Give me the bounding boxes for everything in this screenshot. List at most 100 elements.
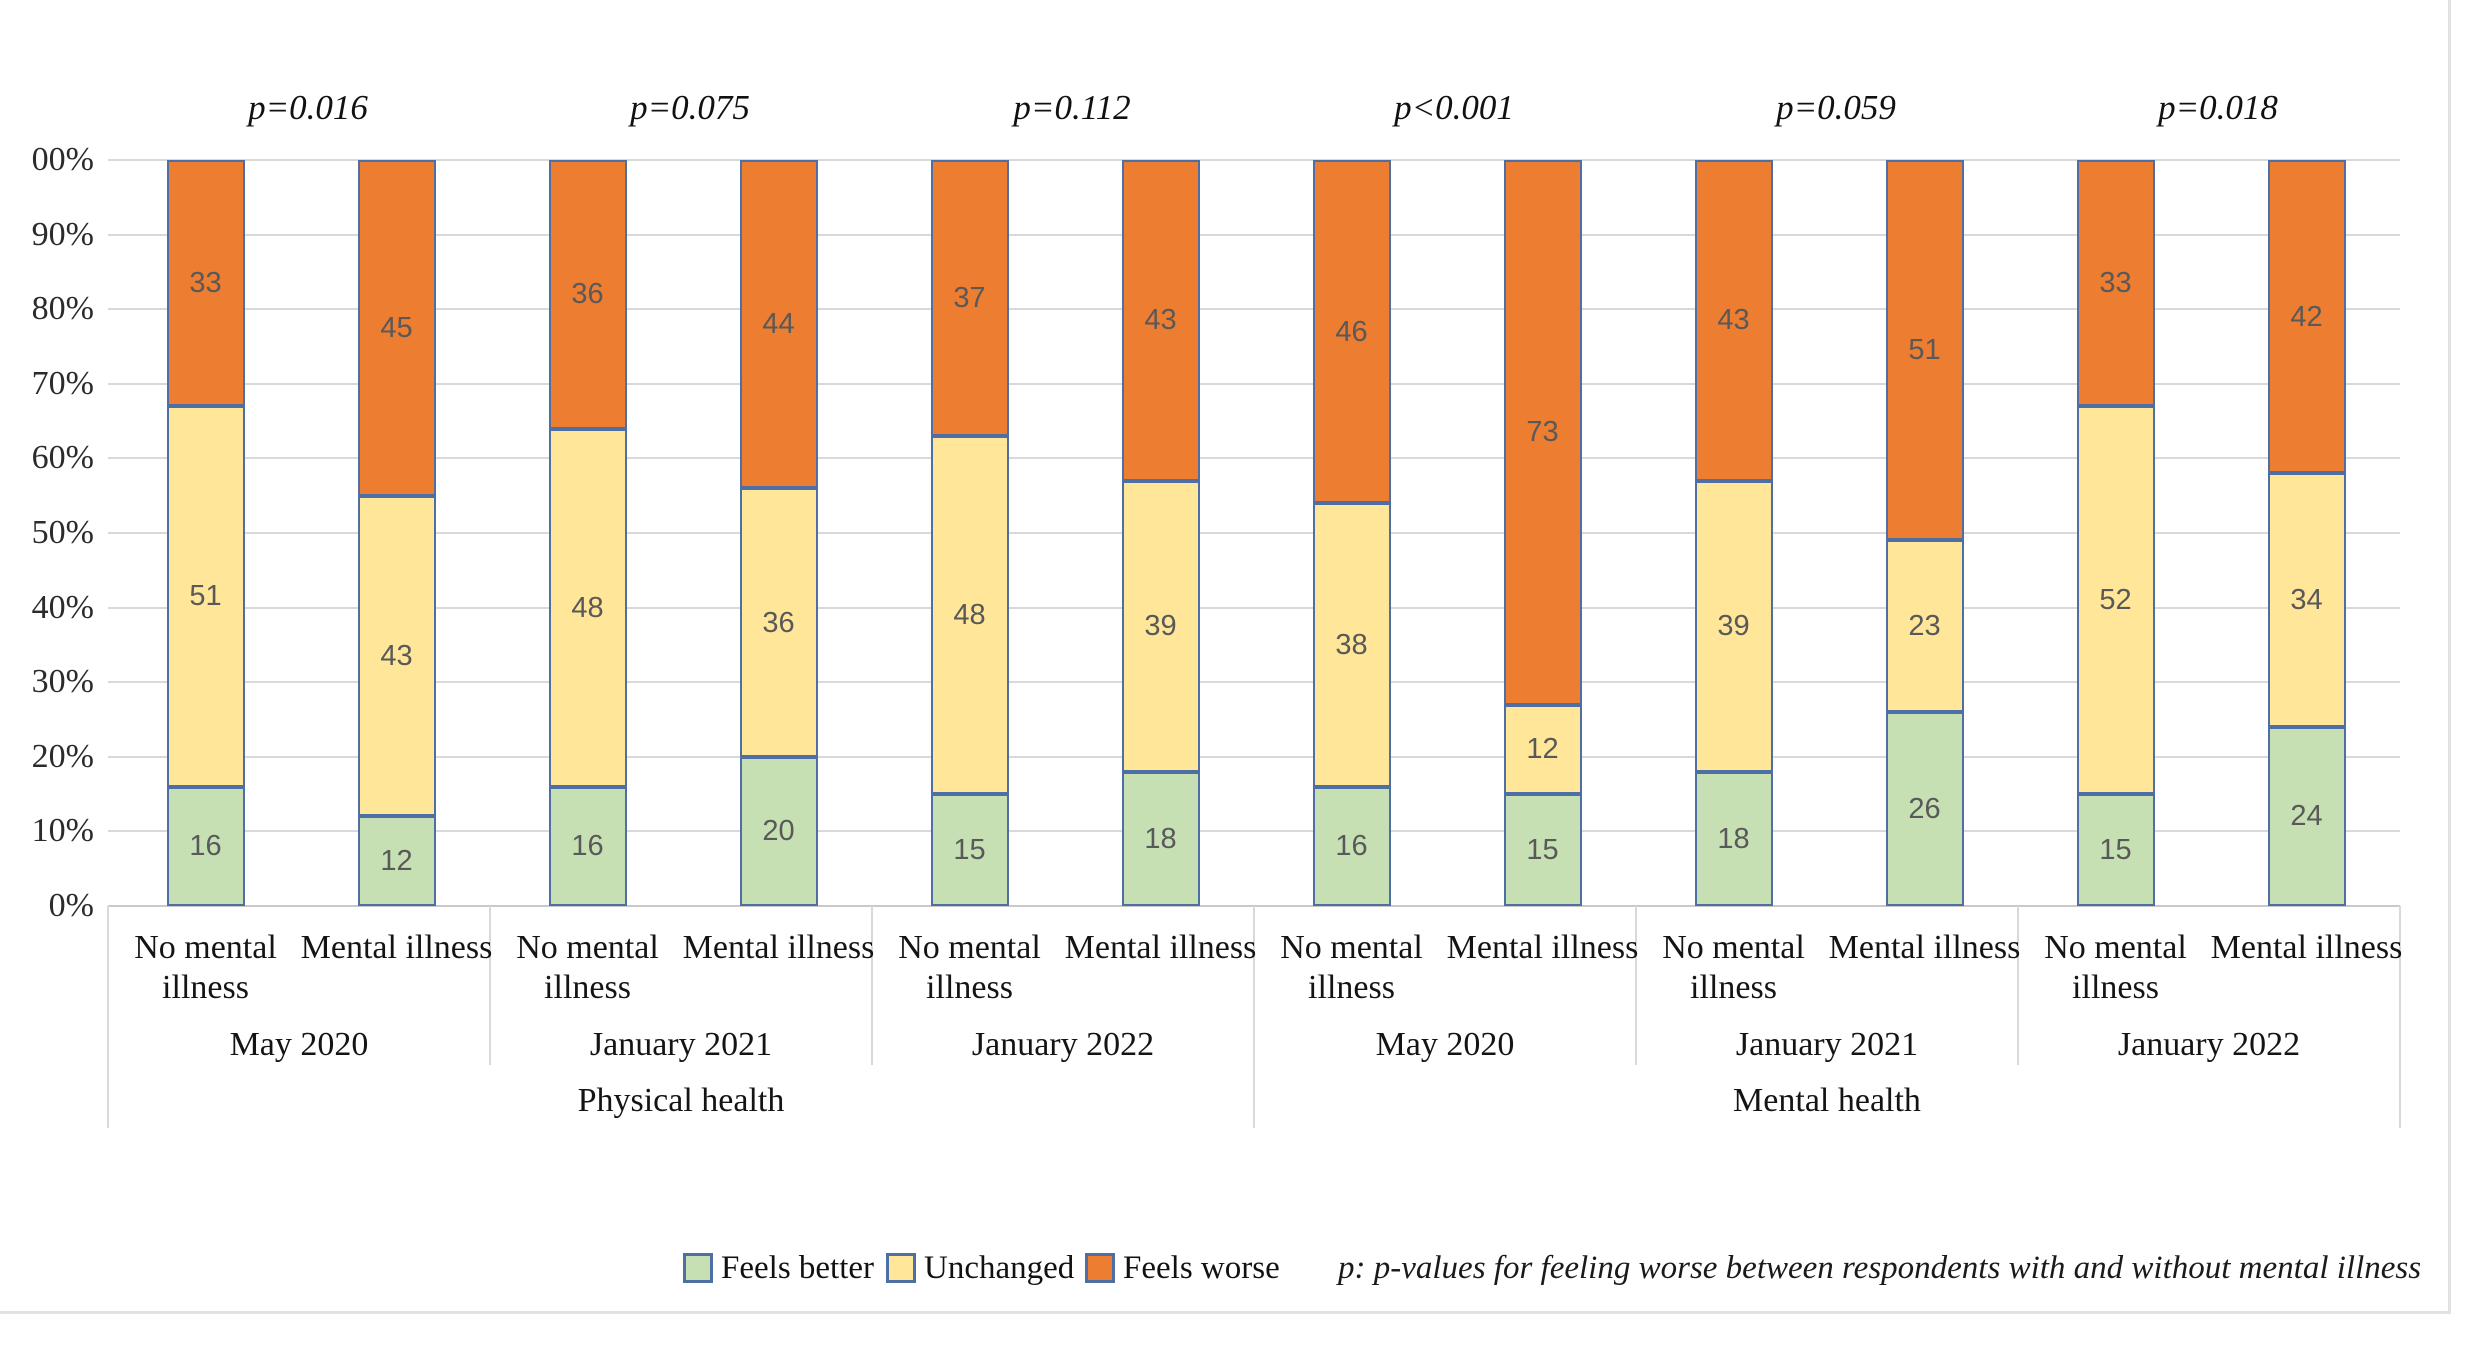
bar-segment-value: 33 [189, 267, 222, 300]
bar-segment-value: 37 [953, 282, 986, 314]
section-divider [2399, 906, 2401, 1128]
bar-segment-value: 39 [1144, 610, 1177, 643]
bar-segment-feels-better [1503, 794, 1582, 906]
bar-segment-unchanged [357, 495, 436, 817]
bar-group-label: No mental illness [1662, 929, 1805, 1006]
period-label: January 2021 [1735, 1026, 1919, 1063]
y-axis-tick-label: 20% [31, 737, 94, 775]
bar-segment-value: 34 [2290, 584, 2323, 617]
y-axis-tick-label: 70% [31, 364, 94, 402]
bar-segment-value: 18 [1144, 822, 1177, 855]
y-axis-tick-label: 90% [31, 215, 94, 253]
legend-label: Feels better [721, 1249, 875, 1286]
period-label: May 2020 [1375, 1026, 1515, 1063]
bar-group-label: No mental illness [134, 929, 277, 1006]
bar-segment-value: 33 [2099, 267, 2132, 300]
bar-segment-value: 12 [380, 845, 413, 878]
gridline [108, 233, 2400, 236]
p-value-label: p<0.001 [1394, 88, 1514, 127]
bar-segment-feels-better [1312, 786, 1391, 906]
y-axis-tick-label: 50% [31, 514, 94, 551]
category-label: Mental health [1733, 1082, 1921, 1119]
figure-right-border [2448, 0, 2451, 1314]
period-label: January 2022 [2117, 1026, 2301, 1063]
p-value-label: p=0.018 [2158, 88, 2278, 127]
bar-segment-feels-worse [1312, 160, 1391, 504]
bar-group-label: No mental illness [516, 929, 659, 1006]
bar-segment-value: 43 [380, 640, 413, 673]
y-axis-tick-label: 0% [48, 887, 94, 924]
bar-group-label: No mental illness [2044, 929, 2187, 1006]
bar-segment-value: 45 [380, 311, 413, 344]
bar-segment-value: 15 [1526, 834, 1559, 867]
chart-legend: Feels better Unchanged Feels worse p: p-… [0, 1240, 2478, 1300]
legend-label: Feels worse [1123, 1249, 1280, 1286]
bar-segment-feels-worse [166, 160, 245, 407]
y-axis-tick-label: 00% [31, 141, 94, 178]
bar-segment-value: 36 [762, 606, 795, 639]
bar-segment-feels-worse [739, 160, 818, 489]
period-divider [2017, 906, 2019, 1065]
bar-segment-unchanged [1503, 704, 1582, 795]
bar-group-label: No mental illness [898, 929, 1041, 1006]
bar-segment-value: 46 [1335, 315, 1368, 348]
bar-group-label: Mental illness [1064, 929, 1257, 966]
p-value-label: p=0.075 [630, 88, 750, 127]
period-label: January 2022 [971, 1026, 1155, 1063]
bar-segment-value: 20 [762, 815, 795, 848]
bar-segment-feels-better [2267, 726, 2346, 906]
bar-segment-value: 38 [1335, 628, 1368, 661]
gridline [108, 457, 2400, 460]
bar-segment-unchanged [2076, 406, 2155, 795]
figure-bottom-border [0, 1311, 2451, 1314]
bar-segment-value: 16 [571, 830, 604, 863]
section-divider [107, 906, 109, 1128]
bar-segment-unchanged [1312, 503, 1391, 787]
bar-segment-unchanged [1121, 480, 1200, 772]
gridline [108, 681, 2400, 684]
bar-segment-feels-worse [2076, 160, 2155, 407]
period-label: May 2020 [229, 1026, 369, 1063]
bar-segment-feels-better [930, 794, 1009, 906]
y-axis-tick-label: 80% [31, 290, 94, 328]
y-axis-tick-label: 40% [31, 588, 94, 626]
bar-segment-feels-better [548, 786, 627, 906]
p-value-label: p=0.016 [248, 88, 368, 127]
bar-segment-feels-better [357, 816, 436, 906]
bar-segment-unchanged [2267, 473, 2346, 727]
bar-segment-unchanged [1885, 540, 1964, 713]
gridline [108, 830, 2400, 833]
bar-segment-feels-better [739, 756, 818, 906]
bar-segment-feels-worse [357, 160, 436, 496]
p-value-label: p=0.112 [1013, 88, 1131, 127]
y-axis-tick-label: 60% [31, 439, 94, 477]
bar-segment-feels-worse [930, 160, 1009, 437]
bar-segment-value: 23 [1908, 610, 1941, 643]
bar-segment-unchanged [1694, 480, 1773, 772]
gridline [108, 308, 2400, 311]
unchanged-swatch-icon [886, 1253, 916, 1283]
bar-group-label: Mental illness [1828, 929, 2021, 966]
legend-item-unchanged: Unchanged [886, 1248, 1074, 1288]
bar-segment-unchanged [166, 406, 245, 787]
p-value-note: p: p-values for feeling worse between re… [1338, 1250, 2422, 1286]
gridline [108, 606, 2400, 609]
bar-segment-value: 42 [2290, 300, 2323, 333]
bar-segment-feels-worse [1694, 160, 1773, 481]
category-label: Physical health [577, 1082, 785, 1119]
gridline [108, 532, 2400, 534]
bar-segment-unchanged [548, 428, 627, 787]
bar-segment-value: 26 [1908, 793, 1941, 826]
feels-worse-swatch-icon [1085, 1253, 1115, 1283]
bar-segment-value: 18 [1717, 822, 1750, 855]
bar-group-label: Mental illness [682, 929, 875, 966]
bar-segment-value: 43 [1717, 304, 1750, 337]
bar-segment-feels-better [1885, 712, 1964, 906]
bar-segment-feels-better [1121, 771, 1200, 906]
bar-segment-feels-better [2076, 794, 2155, 906]
bar-segment-value: 44 [762, 308, 795, 341]
bar-segment-value: 43 [1144, 304, 1177, 337]
bar-segment-value: 39 [1717, 610, 1750, 643]
bar-segment-value: 16 [1335, 830, 1368, 863]
bar-segment-value: 48 [571, 591, 604, 624]
